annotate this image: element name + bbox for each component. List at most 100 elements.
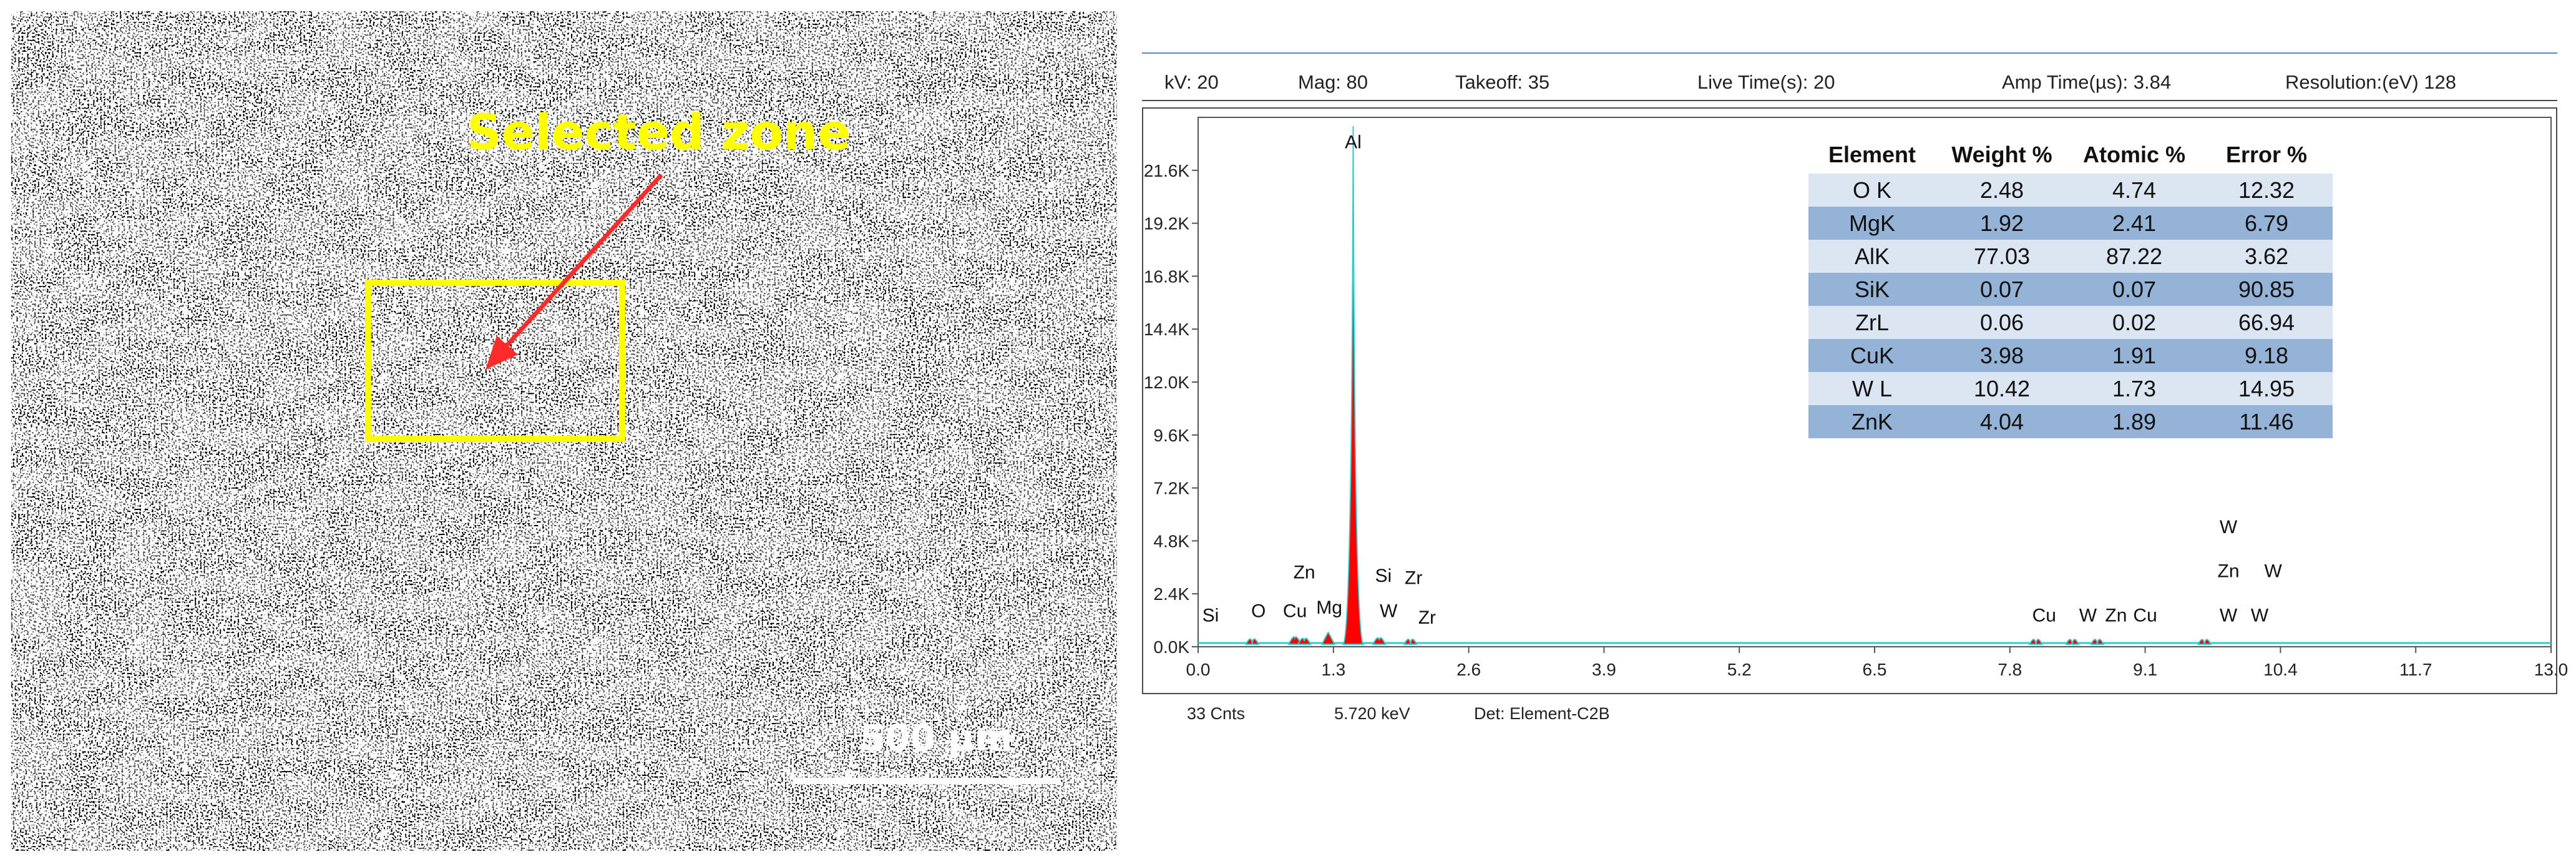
table-header-row: Element Weight % Atomic % Error % — [1808, 136, 2333, 174]
peak-label: W — [2251, 605, 2269, 626]
footer-detector: Det: Element-C2B — [1474, 704, 1610, 723]
header-rule — [1142, 52, 2557, 54]
peak-label: W — [2079, 605, 2097, 626]
cell-element: MgK — [1808, 207, 1936, 240]
table-row: ZnK 4.04 1.89 11.46 — [1808, 405, 2333, 438]
footer-cursor-kev: 5.720 keV — [1334, 704, 1410, 723]
y-tick-label: 12.0K — [1144, 373, 1189, 392]
cell-element: AlK — [1808, 240, 1936, 273]
col-weight: Weight % — [1936, 136, 2068, 174]
footer-counts: 33 Cnts — [1187, 704, 1246, 723]
peak-label: Mg — [1316, 597, 1342, 618]
y-tick-label: 21.6K — [1144, 161, 1189, 180]
cell-weight: 2.48 — [1936, 174, 2068, 207]
plot-frame — [1142, 107, 2557, 694]
x-tick-label: 3.9 — [1592, 660, 1616, 679]
cell-atomic: 1.89 — [2068, 405, 2200, 438]
scale-bar — [793, 778, 1061, 784]
param-live-time: Live Time(s): 20 — [1697, 71, 1835, 93]
x-tick-label: 1.3 — [1321, 660, 1345, 679]
eds-spectrum-panel: kV: 20 Mag: 80 Takeoff: 35 Live Time(s):… — [1136, 0, 2576, 864]
spectrum-peak — [1372, 637, 1387, 645]
cell-error: 3.62 — [2200, 240, 2333, 273]
table-row: W L 10.42 1.73 14.95 — [1808, 372, 2333, 405]
cell-atomic: 2.41 — [2068, 207, 2200, 240]
col-element: Element — [1808, 136, 1936, 174]
table-row: SiK 0.07 0.07 90.85 — [1808, 273, 2333, 306]
cell-atomic: 0.02 — [2068, 306, 2200, 339]
cell-weight: 4.04 — [1936, 405, 2068, 438]
cell-element: SiK — [1808, 273, 1936, 306]
y-tick-label: 16.8K — [1144, 267, 1189, 286]
cell-atomic: 1.91 — [2068, 339, 2200, 372]
cell-weight: 0.07 — [1936, 273, 2068, 306]
cell-weight: 10.42 — [1936, 372, 2068, 405]
scale-bar-label: 500 µm — [860, 717, 1013, 759]
param-mag: Mag: 80 — [1298, 71, 1368, 93]
cell-atomic: 1.73 — [2068, 372, 2200, 405]
cell-weight: 0.06 — [1936, 306, 2068, 339]
spectrum-peak — [2065, 639, 2080, 645]
peak-label: Zn — [2218, 561, 2240, 582]
peak-label: Si — [1375, 566, 1392, 586]
y-tick-label: 4.8K — [1153, 531, 1189, 551]
table-row: MgK 1.92 2.41 6.79 — [1808, 207, 2333, 240]
selected-zone-box — [365, 280, 625, 442]
sem-micrograph: Selected zone 500 µm — [11, 11, 1117, 851]
table-row: O K 2.48 4.74 12.32 — [1808, 174, 2333, 207]
cell-error: 66.94 — [2200, 306, 2333, 339]
peak-label: Zr — [1418, 607, 1436, 628]
peak-label: W — [2220, 517, 2238, 538]
spectrum-chart: 0.0K 2.4K 4.8K 7.2K 9.6K 12.0K 14.4K 16.8K 19.2K… — [1144, 117, 2569, 679]
peak-label: Zn — [1294, 562, 1315, 582]
col-atomic: Atomic % — [2068, 136, 2200, 174]
cell-element: ZrL — [1808, 306, 1936, 339]
table-row: AlK 77.03 87.22 3.62 — [1808, 240, 2333, 273]
x-tick-label: 0.0 — [1186, 660, 1211, 679]
peak-label: Zn — [2105, 605, 2127, 626]
acquisition-parameters: kV: 20 Mag: 80 Takeoff: 35 Live Time(s):… — [1142, 65, 2557, 101]
y-tick-label: 9.6K — [1153, 426, 1189, 445]
y-tick-label: 14.4K — [1144, 320, 1189, 339]
x-tick-label: 5.2 — [1727, 660, 1752, 679]
x-tick-label: 7.8 — [1998, 660, 2022, 679]
cell-error: 9.18 — [2200, 339, 2333, 372]
y-tick-label: 19.2K — [1144, 214, 1189, 233]
table-row: ZrL 0.06 0.02 66.94 — [1808, 306, 2333, 339]
cell-element: ZnK — [1808, 405, 1936, 438]
param-kv: kV: 20 — [1164, 71, 1219, 93]
peak-label: Al — [1345, 132, 1362, 152]
spectrum-peak — [1342, 126, 1365, 645]
cell-error: 90.85 — [2200, 273, 2333, 306]
x-tick-label: 10.4 — [2263, 660, 2298, 679]
x-tick-label: 11.7 — [2399, 660, 2432, 679]
composition-table: Element Weight % Atomic % Error % O K 2.… — [1808, 136, 2333, 438]
cell-error: 14.95 — [2200, 372, 2333, 405]
peak-label: W — [1380, 601, 1398, 621]
cell-atomic: 4.74 — [2068, 174, 2200, 207]
y-tick-label: 2.4K — [1153, 584, 1189, 604]
x-tick-label: 2.6 — [1456, 660, 1481, 679]
sem-texture — [11, 11, 1117, 851]
x-tick-label: 6.5 — [1863, 660, 1887, 679]
cell-atomic: 0.07 — [2068, 273, 2200, 306]
y-tick-label: 0.0K — [1153, 637, 1189, 657]
peak-label: W — [2220, 605, 2238, 626]
peak-label: Si — [1203, 605, 1219, 626]
peak-label: Zr — [1405, 567, 1422, 588]
cell-error: 11.46 — [2200, 405, 2333, 438]
cell-weight: 3.98 — [1936, 339, 2068, 372]
selected-zone-label: Selected zone — [467, 105, 851, 161]
peak-label: Cu — [2133, 605, 2157, 626]
cell-weight: 77.03 — [1936, 240, 2068, 273]
peak-label: O — [1251, 601, 1266, 621]
spectrum-peak — [1320, 631, 1336, 645]
x-tick-label: 13.0 — [2534, 660, 2569, 679]
spectrum-peak — [2028, 639, 2044, 645]
spectrum-peak — [1297, 637, 1312, 645]
cell-error: 6.79 — [2200, 207, 2333, 240]
cell-element: O K — [1808, 174, 1936, 207]
y-tick-label: 7.2K — [1153, 479, 1189, 498]
peak-label: W — [2265, 561, 2283, 582]
table-row: CuK 3.98 1.91 9.18 — [1808, 339, 2333, 372]
